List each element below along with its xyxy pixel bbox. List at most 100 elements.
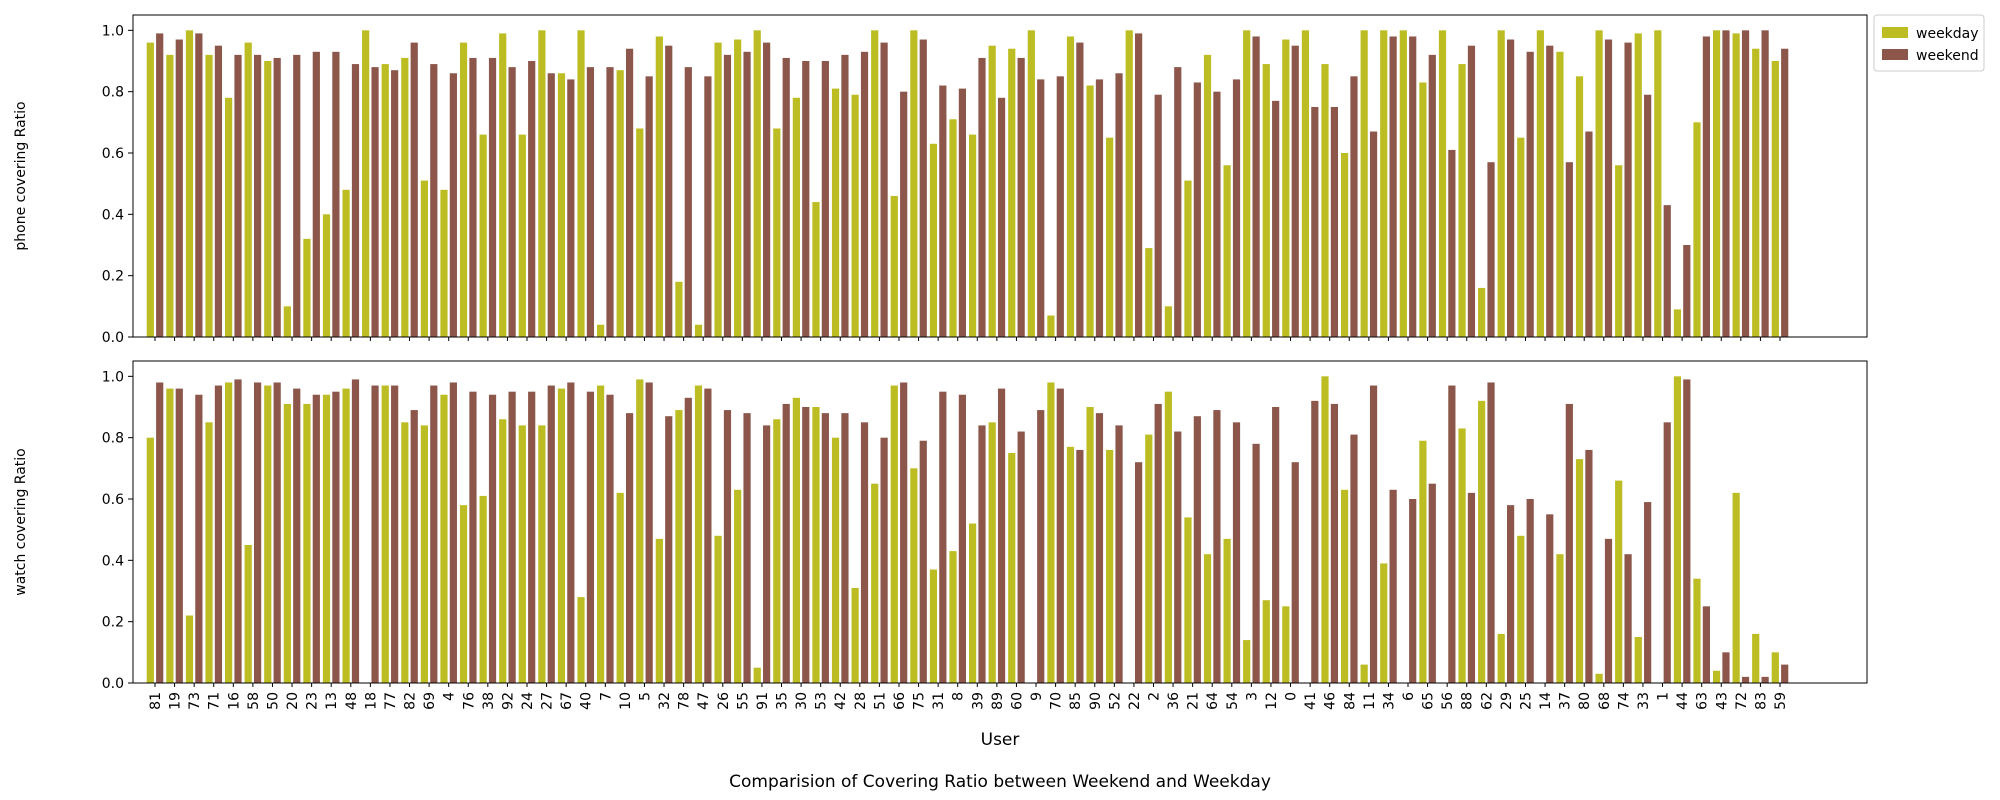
- bar-watch-weekend-user-82: [410, 410, 418, 683]
- bar-phone-weekday-user-11: [1360, 30, 1368, 338]
- bar-watch-weekday-user-78: [675, 410, 683, 683]
- bar-watch-weekday-user-42: [831, 437, 840, 683]
- bar-phone-weekday-user-52: [1106, 137, 1114, 337]
- bar-watch-weekday-user-50: [264, 385, 272, 683]
- bar-phone-weekend-user-73: [195, 33, 203, 338]
- bar-phone-weekend-user-85: [1076, 42, 1084, 337]
- bar-phone-weekday-user-8: [949, 119, 957, 338]
- bar-watch-weekend-user-69: [430, 385, 438, 683]
- bar-watch-weekend-user-72: [1741, 676, 1750, 683]
- x-tick-label: 39: [970, 692, 986, 710]
- bar-watch-weekday-user-62: [1478, 400, 1486, 683]
- bar-phone-weekend-user-84: [1350, 76, 1358, 337]
- bar-watch-weekday-user-66: [890, 385, 898, 683]
- bar-watch-weekend-user-91: [763, 425, 771, 683]
- y-tick-label: 1.0: [102, 23, 124, 39]
- bar-phone-weekday-user-47: [694, 324, 703, 337]
- x-tick-label: 62: [1479, 692, 1495, 710]
- bar-phone-weekend-user-92: [508, 67, 516, 337]
- bar-watch-weekday-user-59: [1771, 652, 1779, 683]
- bar-watch-weekend-user-46: [1330, 403, 1338, 683]
- bar-watch-weekday-user-34: [1380, 563, 1388, 683]
- bar-phone-weekday-user-34: [1380, 30, 1388, 338]
- x-tick-label: 14: [1538, 692, 1554, 710]
- bar-phone-weekend-user-69: [430, 64, 438, 337]
- bar-watch-weekend-user-77: [391, 385, 399, 683]
- bar-phone-weekend-user-47: [704, 76, 712, 337]
- bar-watch-weekday-user-64: [1203, 554, 1212, 683]
- x-tick-label: 67: [559, 692, 575, 710]
- bar-watch-weekday-user-26: [714, 535, 722, 683]
- bar-watch-weekend-user-68: [1604, 538, 1613, 683]
- bar-watch-weekday-user-16: [225, 382, 233, 683]
- bar-watch-weekday-user-31: [929, 569, 938, 683]
- bar-watch-weekend-user-32: [665, 416, 673, 683]
- bar-phone-weekday-user-82: [401, 57, 409, 338]
- bar-watch-weekday-user-29: [1497, 633, 1505, 683]
- bar-watch-weekday-user-53: [812, 407, 820, 683]
- bar-phone-weekend-user-56: [1448, 149, 1456, 337]
- bar-phone-weekday-user-40: [577, 30, 585, 338]
- bar-phone-weekend-user-38: [488, 57, 497, 338]
- bar-phone-weekend-user-34: [1389, 36, 1397, 337]
- y-tick-label: 0.2: [102, 615, 124, 631]
- bar-phone-weekday-user-39: [968, 134, 977, 337]
- bar-phone-weekend-user-74: [1624, 42, 1632, 337]
- x-tick-label: 54: [1225, 692, 1241, 710]
- bar-phone-weekend-user-46: [1330, 107, 1338, 337]
- x-tick-label: 23: [305, 692, 321, 710]
- x-tick-label: 4: [442, 692, 458, 701]
- bar-watch-weekend-user-81: [156, 382, 164, 683]
- bar-phone-weekend-user-54: [1232, 79, 1241, 338]
- bar-watch-weekday-user-80: [1575, 459, 1584, 683]
- bar-phone-weekday-user-69: [420, 180, 428, 337]
- x-axis-label: User: [981, 730, 1020, 750]
- bar-phone-weekday-user-1: [1654, 30, 1662, 338]
- bar-phone-weekend-user-11: [1369, 131, 1378, 337]
- bar-phone-weekend-user-43: [1722, 30, 1730, 338]
- bar-phone-weekend-user-37: [1565, 162, 1573, 337]
- bar-phone-weekday-user-2: [1145, 248, 1153, 337]
- bar-watch-weekend-user-58: [253, 382, 262, 683]
- chart-title: Comparision of Covering Ratio between We…: [729, 772, 1271, 792]
- bar-phone-weekday-user-66: [890, 195, 898, 337]
- bar-watch-weekday-user-71: [205, 422, 213, 683]
- x-tick-label: 40: [579, 692, 595, 710]
- bar-watch-weekday-user-84: [1340, 489, 1349, 683]
- bar-watch-weekend-user-56: [1448, 385, 1456, 683]
- bar-watch-weekday-user-74: [1615, 480, 1623, 683]
- bar-watch-weekend-user-19: [175, 388, 183, 683]
- x-tick-label: 74: [1616, 692, 1632, 710]
- legend-label-weekday: weekday: [1916, 26, 1979, 42]
- bar-watch-weekend-user-89: [997, 388, 1006, 683]
- bar-watch-weekday-user-13: [322, 394, 331, 683]
- legend-swatch-weekend: [1882, 49, 1908, 60]
- x-tick-label: 25: [1518, 692, 1534, 710]
- y-axis-label-phone: phone covering Ratio: [13, 101, 29, 250]
- bar-watch-weekend-user-92: [508, 391, 516, 683]
- x-tick-label: 89: [990, 692, 1006, 710]
- bar-phone-weekday-user-6: [1399, 30, 1407, 338]
- bar-watch-weekend-user-1: [1663, 422, 1671, 683]
- bar-watch-weekday-user-75: [910, 468, 918, 683]
- x-tick-label: 88: [1460, 692, 1476, 710]
- bar-phone-weekday-user-63: [1693, 122, 1701, 337]
- x-tick-label: 1: [1656, 692, 1672, 701]
- bar-phone-weekday-user-42: [831, 88, 840, 337]
- bar-watch-weekend-user-54: [1232, 422, 1241, 683]
- bar-phone-weekday-user-92: [499, 33, 507, 338]
- x-tick-label: 24: [520, 692, 536, 710]
- bar-watch-weekday-user-40: [577, 597, 585, 683]
- bar-phone-weekday-user-5: [636, 128, 644, 337]
- bar-watch-weekend-user-16: [234, 379, 242, 683]
- bar-phone-weekend-user-62: [1487, 162, 1495, 337]
- bar-phone-weekend-user-89: [997, 97, 1006, 337]
- x-tick-label: 8: [951, 692, 967, 701]
- bar-phone-weekend-user-3: [1252, 36, 1260, 337]
- bar-phone-weekend-user-26: [723, 54, 732, 338]
- bar-watch-weekend-user-90: [1095, 413, 1104, 683]
- bar-phone-weekday-user-14: [1536, 30, 1544, 338]
- bar-phone-weekend-user-55: [743, 51, 751, 338]
- bar-phone-weekend-user-80: [1585, 131, 1593, 337]
- x-tick-label: 73: [187, 692, 203, 710]
